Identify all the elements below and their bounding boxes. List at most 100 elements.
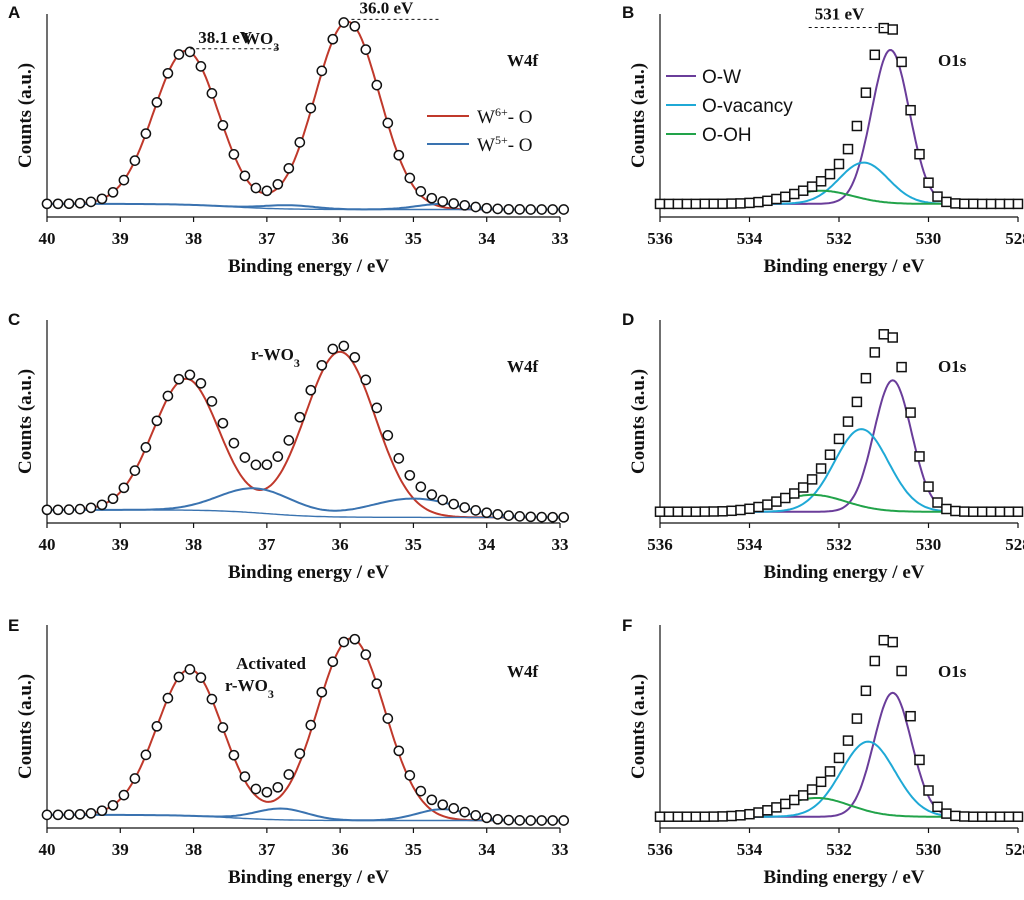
data-point — [404, 172, 416, 184]
data-point — [107, 799, 119, 811]
data-point — [129, 155, 141, 166]
data-point — [261, 185, 273, 197]
data-point — [950, 198, 961, 209]
panel-letter: A — [8, 3, 20, 22]
data-point — [426, 489, 438, 500]
data-point — [514, 815, 526, 826]
data-point — [950, 810, 961, 822]
data-point — [481, 507, 493, 519]
data-point — [744, 808, 755, 820]
data-point — [305, 719, 317, 731]
data-point — [371, 402, 383, 414]
x-tick-label: 35 — [405, 535, 422, 554]
peak-label: 36.0 eV — [359, 0, 414, 17]
data-point — [1012, 811, 1024, 822]
data-point — [85, 196, 97, 208]
data-point — [426, 192, 438, 204]
experimental-points — [41, 633, 570, 826]
data-point — [896, 56, 907, 68]
data-point — [316, 359, 328, 371]
panel-letter: B — [622, 3, 634, 22]
data-point — [959, 506, 970, 517]
data-point — [305, 102, 317, 114]
data-point — [206, 88, 218, 99]
data-point — [959, 198, 970, 210]
data-point — [228, 437, 240, 449]
x-tick-label: 39 — [112, 229, 129, 248]
x-tick-label: 532 — [826, 535, 852, 554]
data-point — [503, 510, 515, 521]
x-tick-label: 40 — [39, 535, 56, 554]
data-point — [708, 198, 719, 210]
data-point — [525, 511, 537, 523]
data-point — [690, 198, 702, 210]
data-point — [654, 811, 666, 822]
data-point — [415, 481, 427, 493]
data-point — [283, 162, 295, 174]
x-tick-label: 39 — [112, 535, 129, 554]
data-point — [547, 511, 559, 523]
data-point — [708, 811, 719, 822]
data-point — [690, 811, 702, 822]
data-point — [327, 343, 339, 355]
data-point — [41, 198, 53, 210]
x-tick-label: 36 — [332, 535, 349, 554]
data-point — [195, 672, 207, 683]
data-point — [824, 449, 836, 460]
data-point — [681, 506, 693, 517]
legend-label-tail: - O — [508, 107, 533, 128]
data-point — [815, 776, 827, 788]
data-point — [994, 198, 1006, 210]
x-tick-label: 528 — [1005, 229, 1024, 248]
x-tick-label: 536 — [647, 229, 673, 248]
data-point — [96, 499, 108, 511]
data-point — [797, 185, 809, 196]
data-point — [349, 20, 361, 32]
x-tick-label: 528 — [1005, 535, 1024, 554]
experimental-points — [654, 329, 1024, 517]
data-point — [959, 811, 970, 822]
x-axis-title: Binding energy / eV — [228, 562, 389, 583]
data-point — [815, 463, 827, 474]
x-tick-label: 40 — [39, 229, 56, 248]
legend-label: O-OH — [702, 125, 752, 146]
panel-b: B 536 534 532 530 528 Binding energy / eV Count… — [622, 3, 1024, 277]
data-point — [547, 204, 559, 215]
x-tick-label: 33 — [552, 840, 569, 859]
data-point — [52, 504, 64, 516]
panel-letter: E — [8, 616, 19, 635]
y-axis-title: Counts (a.u.) — [628, 63, 649, 168]
data-point — [140, 442, 152, 453]
data-point — [316, 686, 328, 698]
data-point — [753, 196, 764, 208]
data-point — [878, 634, 890, 646]
data-point — [905, 104, 916, 116]
data-point — [41, 809, 53, 821]
data-point — [437, 799, 449, 811]
data-point — [129, 773, 141, 784]
data-point — [74, 197, 86, 209]
data-point — [525, 815, 537, 826]
data-point — [85, 807, 97, 819]
data-point — [239, 452, 251, 463]
legend-label: W6+- O — [477, 105, 533, 128]
y-axis-title: Counts (a.u.) — [15, 63, 36, 168]
data-point — [860, 87, 872, 98]
data-point — [833, 433, 845, 445]
data-point — [1012, 506, 1024, 517]
x-tick-label: 536 — [647, 840, 673, 859]
data-point — [887, 332, 898, 343]
data-point — [74, 808, 86, 820]
data-point — [448, 803, 460, 814]
data-point — [338, 636, 350, 648]
x-tick-label: 536 — [647, 535, 673, 554]
data-point — [860, 372, 872, 384]
data-point — [360, 44, 372, 55]
x-axis-title: Binding energy / eV — [228, 867, 389, 888]
peak-label: 531 eV — [815, 4, 865, 23]
panel-e: E 40 39 38 37 36 35 34 33 Binding energy / eV Coun… — [8, 616, 570, 888]
x-tick-label: 36 — [332, 840, 349, 859]
data-point — [228, 749, 240, 761]
panel-a: A 40 39 38 37 36 35 34 33 Binding energy / eV Coun… — [8, 0, 570, 277]
